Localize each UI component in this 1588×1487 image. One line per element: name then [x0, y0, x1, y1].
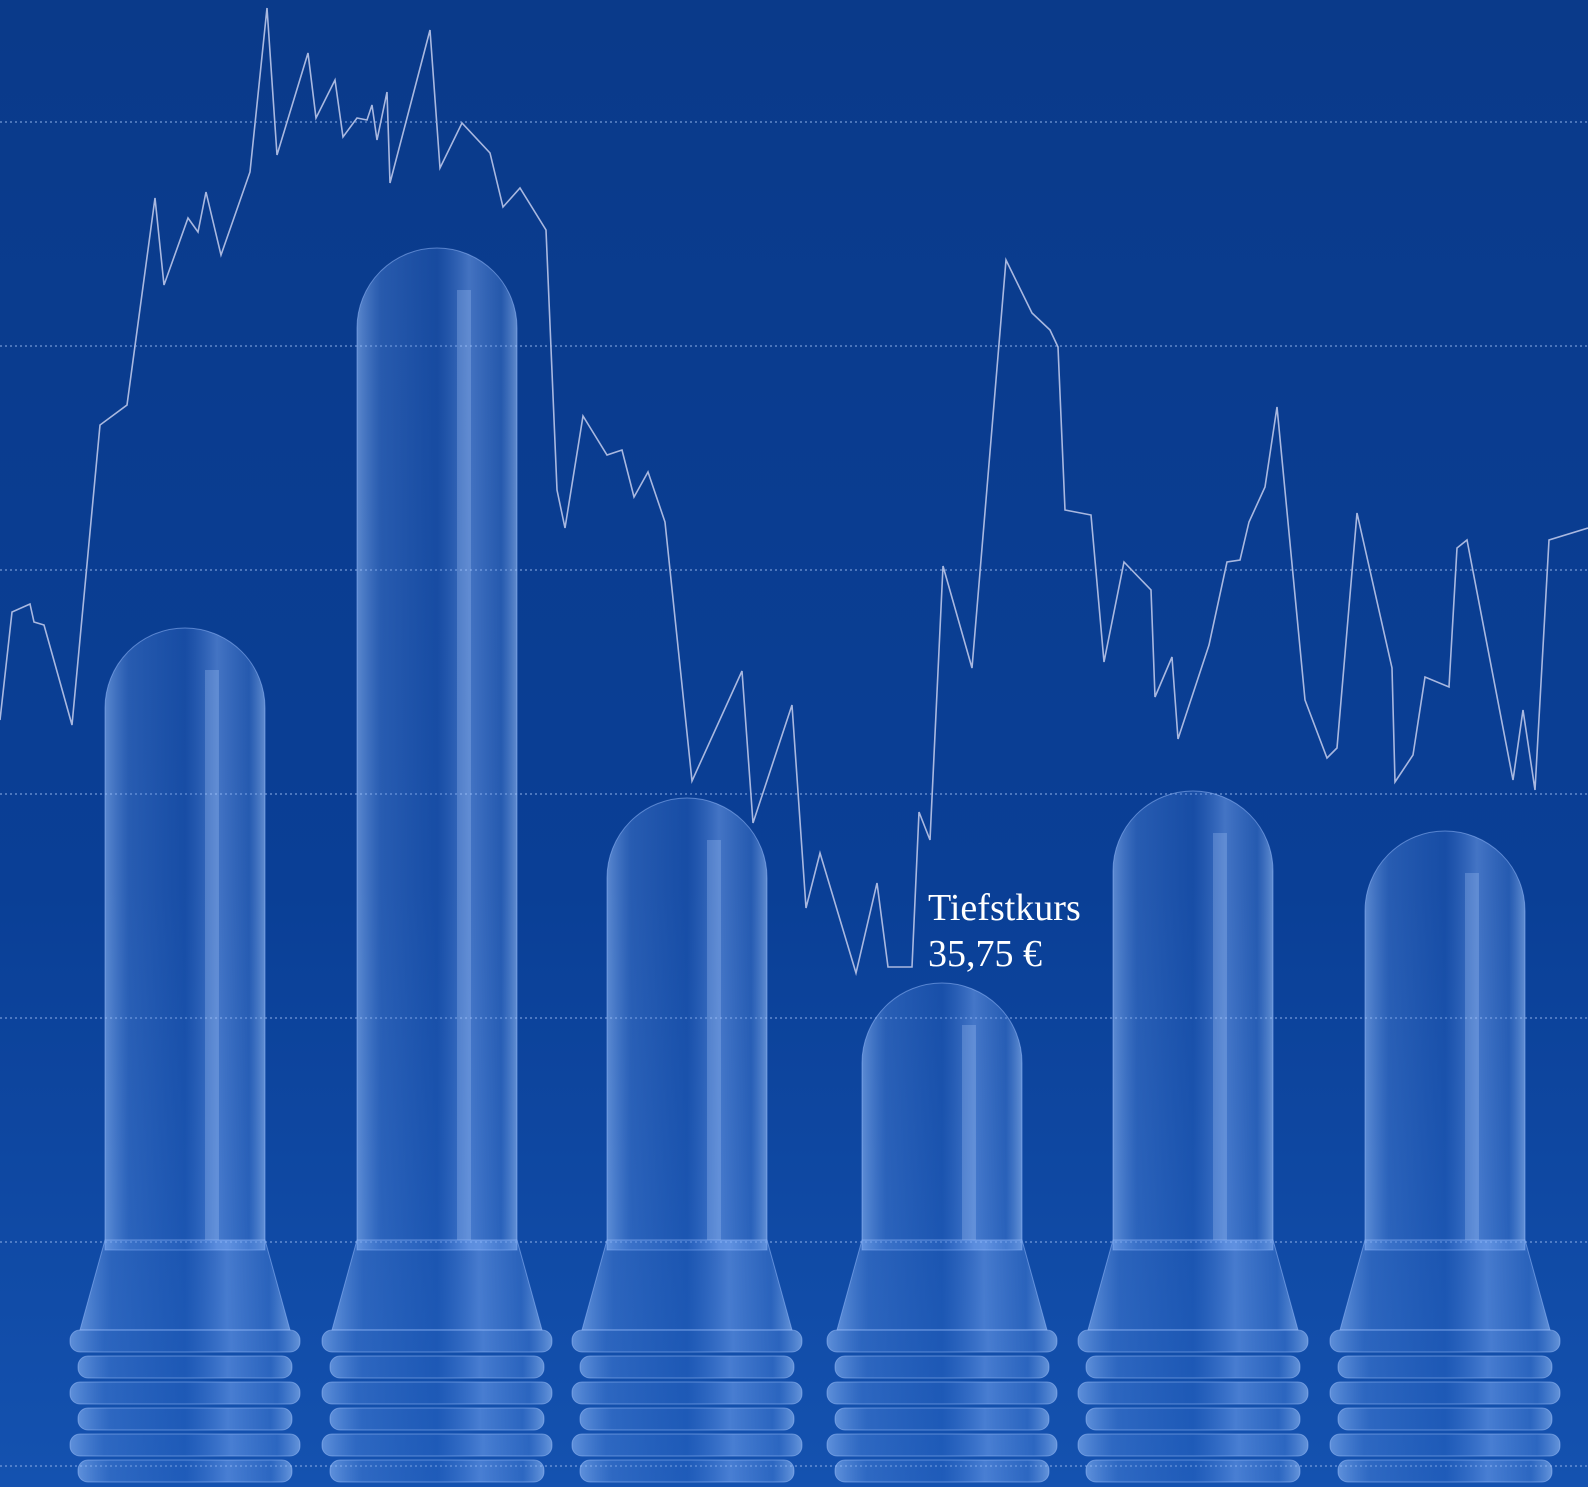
preform-thread: [1329, 1433, 1561, 1457]
preform-thread: [321, 1433, 553, 1457]
preform-thread: [1329, 1329, 1561, 1353]
preform-thread: [826, 1433, 1058, 1457]
preform-thread: [69, 1381, 301, 1405]
preform-thread: [571, 1433, 803, 1457]
preform-thread: [321, 1329, 553, 1353]
preform-neck: [1087, 1239, 1299, 1331]
preform-thread: [579, 1407, 795, 1431]
preform-thread: [834, 1459, 1050, 1483]
preforms: [69, 247, 1561, 1483]
preform-thread: [1077, 1381, 1309, 1405]
preform-highlight: [962, 1025, 976, 1240]
preform-body: [104, 627, 266, 1251]
preform-body: [1112, 790, 1274, 1251]
preform-highlight: [457, 290, 471, 1240]
preform-thread: [1337, 1459, 1553, 1483]
preform-thread: [1077, 1433, 1309, 1457]
preform-thread: [1085, 1459, 1301, 1483]
preform-thread: [77, 1355, 293, 1379]
preform-thread: [69, 1433, 301, 1457]
preform-highlight: [1465, 873, 1479, 1240]
preform-thread: [571, 1381, 803, 1405]
preform-thread: [1085, 1407, 1301, 1431]
preform-thread: [1329, 1381, 1561, 1405]
preform-body: [861, 982, 1023, 1251]
preform-thread: [1337, 1407, 1553, 1431]
preform-thread: [834, 1355, 1050, 1379]
preform-neck: [79, 1239, 291, 1331]
preform-thread: [321, 1381, 553, 1405]
preform-thread: [579, 1355, 795, 1379]
preform-thread: [826, 1381, 1058, 1405]
preform-body: [1364, 830, 1526, 1251]
preform-neck: [1339, 1239, 1551, 1331]
preform-body: [606, 797, 768, 1251]
preform-thread: [826, 1329, 1058, 1353]
preform-thread: [1085, 1355, 1301, 1379]
preform-highlight: [707, 840, 721, 1240]
preform-thread: [834, 1407, 1050, 1431]
preform-thread: [1337, 1355, 1553, 1379]
annotation-value: 35,75 €: [928, 933, 1042, 975]
preform-thread: [329, 1355, 545, 1379]
preform-thread: [1077, 1329, 1309, 1353]
preform-thread: [579, 1459, 795, 1483]
preform-thread: [329, 1459, 545, 1483]
preform-neck: [331, 1239, 543, 1331]
preform-thread: [329, 1407, 545, 1431]
preform-highlight: [1213, 833, 1227, 1240]
preform-thread: [571, 1329, 803, 1353]
preform-thread: [77, 1459, 293, 1483]
preform-neck: [836, 1239, 1048, 1331]
preform-highlight: [205, 670, 219, 1240]
preform-thread: [69, 1329, 301, 1353]
preform-neck: [581, 1239, 793, 1331]
price-line: [0, 7, 1588, 977]
preform-body: [356, 247, 518, 1251]
preform-thread: [77, 1407, 293, 1431]
annotation-title: Tiefstkurs: [928, 887, 1081, 929]
